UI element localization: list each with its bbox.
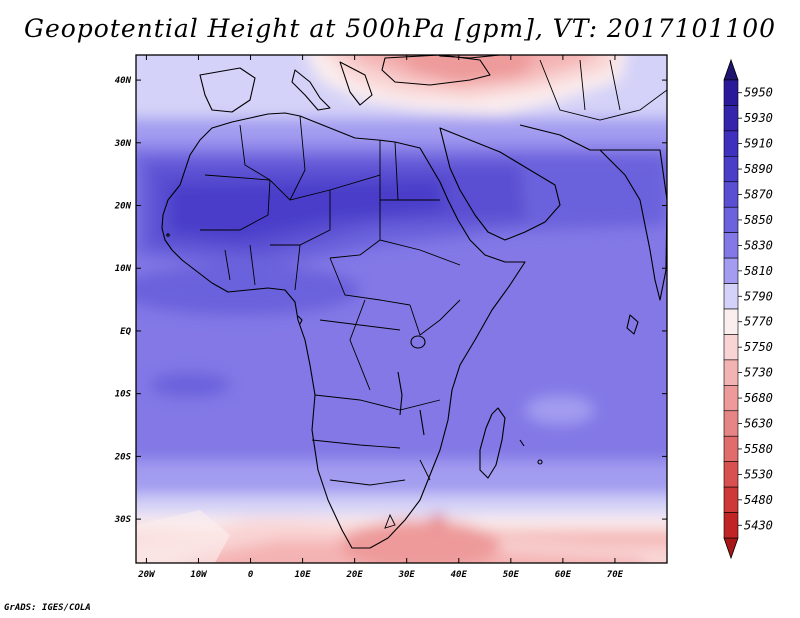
x-tick-label: 30E [398,570,416,580]
colorbar-label: 5910 [744,137,773,151]
colorbar-label: 5630 [744,417,773,431]
colorbar-label: 5830 [744,238,773,252]
colorbar-swatch [723,156,739,183]
colorbar-swatch [723,130,739,157]
x-tick-label: 20W [137,570,156,580]
colorbar-label: 5890 [744,162,773,176]
y-tick-label: 10N [115,264,132,274]
country-borders [200,59,667,529]
colorbar-label: 5950 [744,86,773,100]
colorbar-top-arrow [723,58,739,81]
colorbar-label: 5680 [744,391,773,405]
colorbar-label: 5850 [744,213,773,227]
x-tick-label: 40E [451,570,468,580]
colorbar-swatch [723,512,739,539]
axes: 20W 10W 0 10E 20E 30E 40E 50E 60E 70E 40N 30N 20N 10N… [114,55,667,580]
x-tick-label: 10E [294,570,311,580]
y-tick-label: 20S [114,452,132,462]
y-tick-label: 30N [114,139,132,149]
colorbar-label: 5480 [744,493,773,507]
colorbar-swatch [723,461,739,488]
colorbar-swatch [723,385,739,412]
colorbar-swatch [723,181,739,208]
x-tick-label: 60E [555,570,572,580]
colorbar-swatch [723,79,739,106]
colorbar-swatch [723,206,739,233]
x-tick-label: 50E [503,570,520,580]
x-tick-label: 10W [190,570,208,580]
x-tick-label: 0 [248,570,254,580]
colorbar-label: 5730 [744,366,773,380]
colorbar-swatch [723,105,739,132]
colorbar-swatch [723,486,739,513]
colorbar-swatch [723,232,739,259]
colorbar-swatch [723,435,739,462]
colorbar-swatch [723,257,739,284]
colorbar-label: 5580 [744,442,773,456]
map-title: Geopotential Height at 500hPa [gpm], VT:… [23,14,777,43]
colorbar: 5950 5930 5910 5890 5870 5850 5830 5810 5790 5770… [723,58,773,560]
x-tick-label: 20E [346,570,364,580]
colorbar-label: 5930 [744,111,773,125]
colorbar-label: 5750 [744,340,773,354]
colorbar-swatch [723,359,739,386]
colorbar-label: 5530 [744,467,773,481]
colorbar-label: 5870 [744,188,773,202]
colorbar-label: 5770 [744,315,773,329]
y-tick-label: 30S [114,515,132,525]
colorbar-swatch [723,334,739,361]
coastlines [161,55,667,549]
colorbar-swatch [723,283,739,310]
colorbar-bottom-arrow [723,537,739,560]
colorbar-swatch [723,410,739,437]
y-tick-label: EQ [120,327,131,337]
colorbar-label: 5810 [744,264,773,278]
colorbar-label: 5790 [744,289,773,303]
map-frame [135,54,668,564]
x-tick-label: 70E [607,570,624,580]
colorbar-label: 5430 [744,518,773,532]
height-field [136,55,667,563]
footer-credit: GrADS: IGES/COLA [4,603,91,613]
y-tick-label: 40N [115,76,132,86]
y-tick-label: 20N [114,202,132,212]
colorbar-swatch [723,308,739,335]
y-tick-label: 10S [115,390,132,400]
